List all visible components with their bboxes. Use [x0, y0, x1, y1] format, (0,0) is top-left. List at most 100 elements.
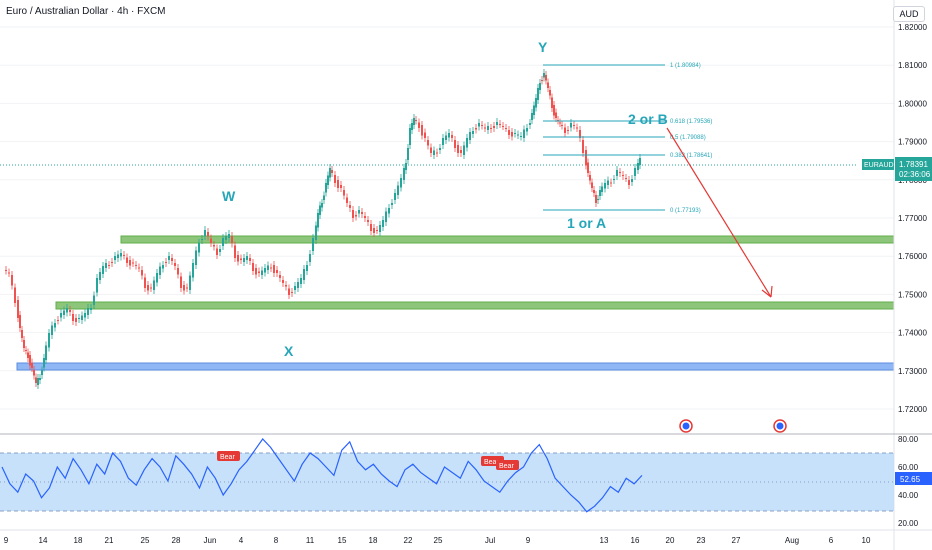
time-tick-label: 22 [404, 536, 413, 545]
svg-text:Bear: Bear [484, 459, 499, 466]
resistance-zone-upper[interactable] [120, 235, 895, 244]
symbol-title[interactable]: Euro / Australian Dollar · 4h · FXCM [6, 6, 166, 17]
time-tick-label: Aug [785, 536, 799, 545]
candle-body [174, 263, 176, 266]
candle-body [613, 179, 615, 180]
candle-body [57, 320, 59, 321]
candle-body [306, 265, 308, 271]
candle-body [463, 145, 465, 155]
candle-body [582, 140, 584, 153]
candle-body [43, 358, 45, 368]
calendar-event-icon[interactable] [773, 419, 787, 433]
candle-body [537, 88, 539, 100]
candle-body [587, 162, 589, 173]
candle-body [576, 127, 578, 129]
candle-body [240, 258, 242, 260]
candle-body [579, 130, 581, 138]
time-tick-label: 18 [74, 536, 83, 545]
candle-body [535, 98, 537, 108]
candle-body [361, 212, 363, 214]
candle-body [427, 140, 429, 146]
candle-body [300, 278, 302, 284]
support-zone-middle[interactable] [55, 301, 895, 310]
candle-body [45, 345, 47, 360]
candle-body [171, 258, 173, 261]
currency-button[interactable]: AUD [893, 6, 925, 22]
rsi-tick-label: 80.00 [898, 435, 919, 444]
candle-body [11, 275, 13, 286]
candle-body [75, 318, 77, 322]
candle-body [201, 239, 203, 240]
candle-body [123, 255, 125, 256]
calendar-event-icon[interactable] [679, 419, 693, 433]
candle-body [526, 128, 528, 132]
candle-body [502, 126, 504, 127]
projection-arrow[interactable] [666, 127, 773, 298]
candle-body [533, 105, 535, 115]
candle-body [567, 130, 569, 131]
support-zone-lower[interactable] [16, 362, 895, 371]
candle-body [325, 183, 327, 193]
svg-text:Bear: Bear [220, 454, 235, 461]
candle-body [543, 73, 545, 78]
time-tick-label: Jul [485, 536, 495, 545]
candle-body [282, 280, 284, 283]
candle-body [222, 238, 224, 246]
time-tick-label: 10 [862, 536, 871, 545]
candle-body [219, 249, 221, 252]
candle-body [189, 275, 191, 290]
time-tick-label: 21 [105, 536, 114, 545]
time-tick-label: 23 [697, 536, 706, 545]
candle-body [382, 220, 384, 227]
candle-body [541, 80, 543, 81]
candle-body [72, 314, 74, 321]
candle-body [591, 182, 593, 188]
time-tick-label: 20 [666, 536, 675, 545]
candle-body [445, 135, 447, 140]
candle-body [297, 282, 299, 288]
fib-label-1: 1 (1.80984) [670, 63, 701, 69]
candle-body [255, 268, 257, 275]
svg-text:Bear: Bear [499, 463, 514, 470]
candle-body [531, 113, 533, 120]
candle-body [364, 216, 366, 218]
candle-body [514, 133, 516, 134]
fib-label-0: 0 (1.77193) [670, 208, 701, 214]
candle-body [385, 211, 387, 222]
candle-body [570, 123, 572, 128]
candle-body [430, 147, 432, 153]
candle-body [19, 315, 21, 328]
price-label-symbol: EURAUD [864, 162, 894, 169]
candle-body [63, 310, 65, 315]
candle-body [379, 225, 381, 232]
price-axis[interactable]: 1.820001.810001.800001.790001.780001.770… [898, 23, 927, 414]
candle-body [639, 158, 641, 165]
candle-body [234, 245, 236, 258]
candle-body [607, 180, 609, 185]
price-tick-label: 1.74000 [898, 329, 927, 338]
candle-body [192, 263, 194, 278]
candle-body [144, 277, 146, 288]
candle-body [96, 278, 98, 293]
time-tick-label: 4 [239, 536, 244, 545]
candle-body [373, 228, 375, 233]
candle-body [129, 260, 131, 266]
candle-body [102, 266, 104, 274]
candle-body [258, 271, 260, 273]
candle-body [549, 90, 551, 96]
candle-body [126, 257, 128, 263]
candle-body [294, 286, 296, 290]
candle-body [156, 273, 158, 283]
candle-body [634, 168, 636, 176]
candle-body [60, 313, 62, 318]
candle-body [195, 250, 197, 265]
fib-retracement[interactable]: 1 (1.80984) 0.618 (1.79536) 0.5 (1.79088… [543, 63, 712, 214]
candle-body [517, 134, 519, 136]
wave-label-2-or-b: 2 or B [628, 111, 668, 127]
candle-body [225, 236, 227, 240]
time-axis[interactable]: 9 14 18 21 25 28 Jun 4 8 11 15 18 22 25 Jul 9 13 16 20 23 27… [4, 536, 871, 545]
time-tick-label: 6 [829, 536, 834, 545]
candle-body [409, 128, 411, 145]
candle-body [90, 308, 92, 310]
